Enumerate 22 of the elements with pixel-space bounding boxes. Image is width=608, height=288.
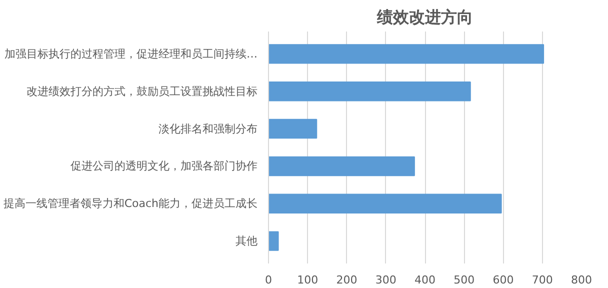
- bar: [268, 44, 544, 64]
- bar: [268, 231, 279, 251]
- x-tick-label: 0: [265, 274, 272, 286]
- x-tick-label: 700: [532, 274, 553, 286]
- bar: [268, 82, 471, 102]
- bar: [268, 118, 318, 139]
- bar: [268, 156, 415, 176]
- x-tick-label: 600: [492, 274, 514, 286]
- x-tick-label: 400: [414, 274, 436, 286]
- bar: [268, 194, 502, 214]
- y-tick-label: 改进绩效打分的方式，鼓励员工设置挑战性目标: [26, 84, 258, 98]
- x-tick-label: 100: [297, 274, 318, 286]
- y-tick-label: 提高一线管理者领导力和Coach能力，促进员工成长: [3, 197, 258, 210]
- chart-title: 绩效改进方向: [376, 8, 473, 26]
- y-tick-label: 淡化排名和强制分布: [158, 122, 258, 136]
- x-tick-label: 800: [571, 274, 592, 286]
- y-tick-label: 其他: [236, 234, 258, 248]
- x-tick-label: 300: [375, 274, 396, 286]
- x-tick-label: 200: [336, 274, 358, 286]
- y-tick-label: 促进公司的透明文化，加强各部门协作: [70, 160, 258, 173]
- x-tick-label: 500: [454, 274, 475, 286]
- y-tick-label: 加强目标执行的过程管理，促进经理和员工间持续…: [4, 47, 258, 60]
